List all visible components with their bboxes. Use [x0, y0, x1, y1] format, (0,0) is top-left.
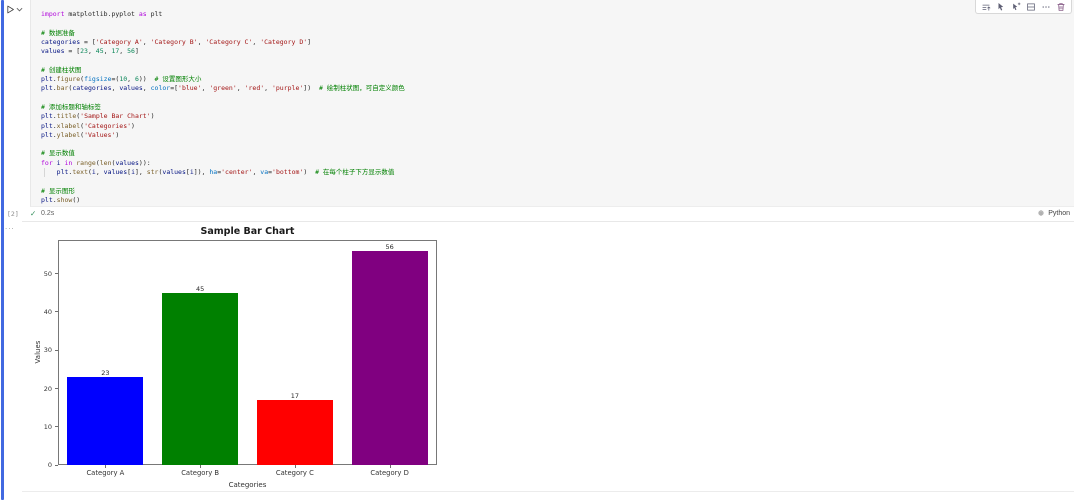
execute-cell-and-below-icon[interactable]: [996, 2, 1006, 12]
execute-above-icon[interactable]: [981, 2, 991, 12]
code-line: for i in range(len(values)):: [41, 158, 151, 167]
code-line: plt.figure(figsize=(10, 6)) # 设置图形大小: [41, 75, 202, 84]
code-line: plt.bar(categories, values, color=['blue…: [41, 84, 405, 93]
code-line: plt.text(i, values[i], str(values[i]), h…: [56, 168, 395, 177]
bar-value-label: 17: [290, 391, 300, 400]
bar-value-label: 45: [195, 284, 205, 293]
code-line: plt.xlabel('Categories'): [41, 121, 135, 130]
y-tick-label: 10: [43, 422, 52, 431]
code-line: # 创建柱状图: [41, 65, 82, 74]
delete-cell-icon[interactable]: [1056, 2, 1066, 12]
chart-output: Sample Bar Chart Values Categories 0 10 20…: [0, 222, 470, 494]
code-line: categories = ['Category A', 'Category B'…: [41, 37, 312, 46]
y-tick-label: 50: [43, 269, 52, 278]
code-line: # 显示图形: [41, 186, 75, 195]
cell-status-bar: [2] ✓ 0.2s Python: [0, 207, 1074, 221]
code-line: [41, 94, 1074, 103]
run-cell-button[interactable]: [5, 3, 27, 15]
indent-guide: [44, 168, 45, 177]
cell-separator: [22, 221, 1074, 222]
y-tick-label: 0: [47, 461, 52, 470]
bar: [256, 399, 333, 465]
execution-duration: 0.2s: [41, 210, 55, 217]
bar-value-label: 23: [101, 368, 110, 377]
more-actions-icon[interactable]: [1041, 2, 1051, 12]
code-line: plt.title('Sample Bar Chart'): [41, 112, 155, 121]
y-tick-mark: [55, 387, 58, 389]
code-line: plt.show(): [41, 195, 81, 204]
success-check-icon: ✓: [30, 209, 37, 218]
output-collapse-toggle[interactable]: ...: [5, 222, 15, 231]
debug-cell-icon[interactable]: [1011, 2, 1021, 12]
chevron-down-icon: [16, 6, 23, 13]
split-cell-icon[interactable]: [1026, 2, 1036, 12]
y-tick-mark: [55, 311, 58, 313]
x-axis-label: Categories: [228, 481, 267, 489]
y-tick-mark: [55, 426, 58, 428]
code-line: # 添加标题和轴标签: [41, 102, 101, 111]
x-tick-mark: [105, 465, 107, 468]
chart-title: Sample Bar Chart: [200, 226, 295, 237]
execution-count: [2]: [7, 210, 19, 218]
code-line: values = [23, 45, 17, 56]: [41, 47, 139, 56]
y-tick-mark: [55, 349, 58, 351]
code-editor[interactable]: import matplotlib.pyplot as plt # 数据准备 cat…: [30, 0, 1074, 207]
code-line: [41, 56, 1074, 65]
gear-icon: [1037, 209, 1045, 217]
code-line: plt.ylabel('Values'): [41, 130, 120, 139]
bar: [351, 250, 428, 465]
x-tick-label: Category C: [275, 469, 314, 477]
code-line: # 显示数值: [41, 149, 75, 158]
bar: [67, 376, 144, 465]
x-tick-label: Category A: [86, 469, 125, 477]
code-line: # 数据准备: [41, 28, 75, 37]
x-tick-mark: [294, 465, 296, 468]
language-picker[interactable]: Python: [1037, 209, 1070, 217]
run-cell-icon: [5, 2, 15, 17]
code-line: import matplotlib.pyplot as plt: [41, 10, 163, 18]
y-tick-mark: [55, 273, 58, 275]
code-line: [41, 19, 1074, 28]
code-line: [41, 140, 1074, 149]
x-tick-mark: [200, 465, 202, 468]
bar: [162, 292, 239, 465]
language-label: Python: [1048, 209, 1070, 217]
y-tick-label: 40: [43, 308, 52, 317]
y-tick-label: 30: [43, 346, 52, 355]
x-tick-label: Category D: [370, 469, 409, 477]
x-tick-mark: [389, 465, 391, 468]
x-tick-label: Category B: [181, 469, 220, 477]
code-line: [41, 177, 1074, 186]
cell-focus-indicator: [1, 0, 4, 500]
cell-toolbar: [975, 0, 1072, 14]
y-tick-mark: [55, 464, 58, 466]
bar-value-label: 56: [385, 242, 394, 251]
y-tick-label: 20: [43, 384, 52, 393]
page-separator: [22, 491, 1074, 492]
